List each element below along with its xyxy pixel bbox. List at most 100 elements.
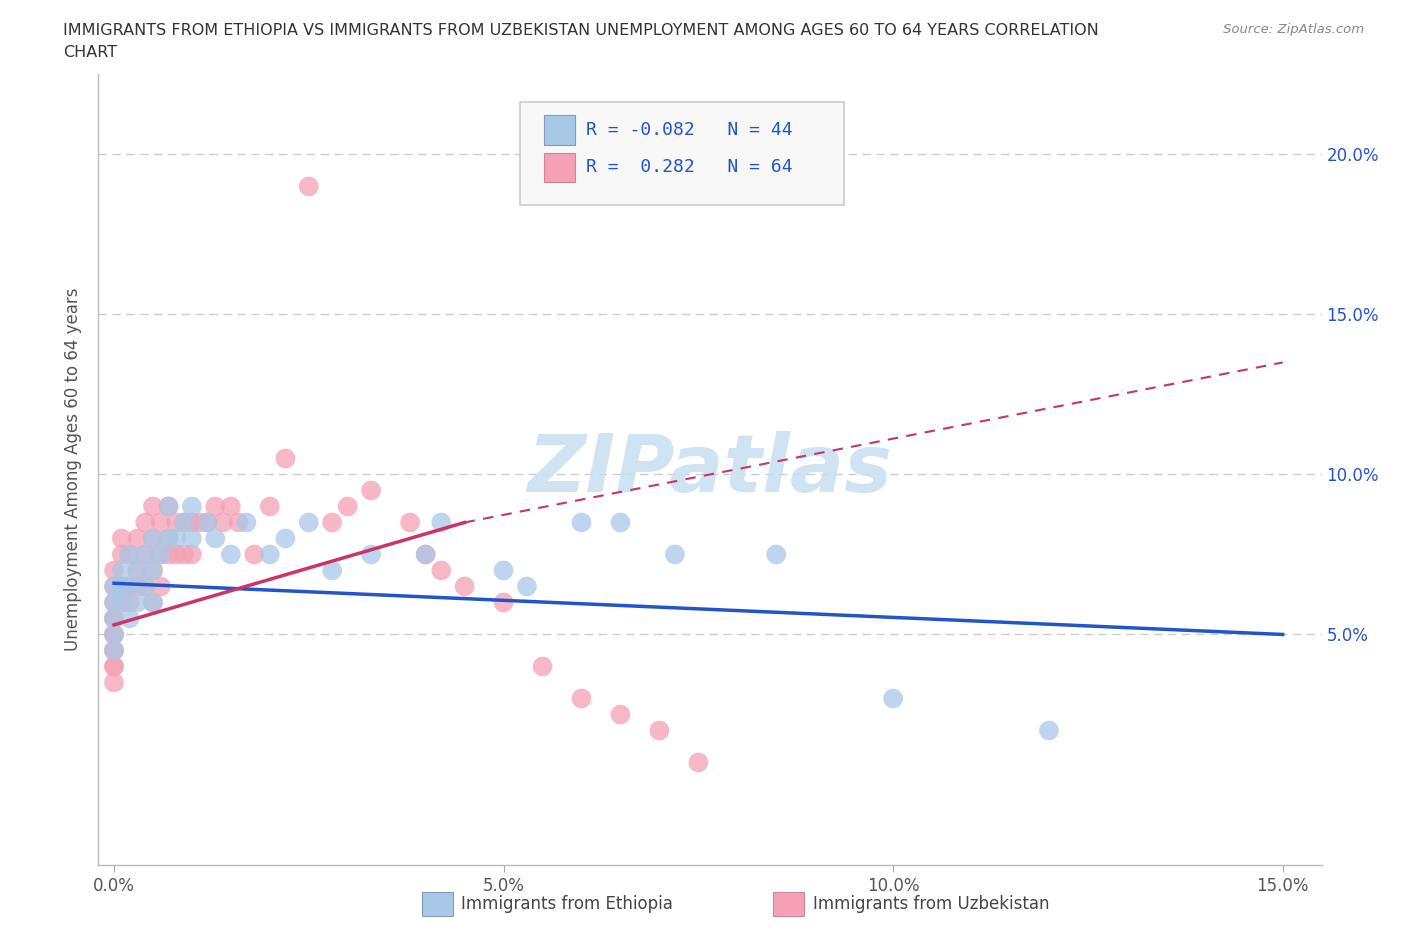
Text: Immigrants from Uzbekistan: Immigrants from Uzbekistan: [813, 895, 1049, 913]
Point: [212, 515, 235, 530]
Point: [127, 579, 149, 594]
Point: [228, 515, 250, 530]
Point: [111, 579, 134, 594]
Point: [142, 563, 165, 578]
Point: [127, 563, 149, 578]
Point: [103, 627, 125, 642]
Point: [609, 707, 631, 722]
Point: [180, 547, 202, 562]
Point: [103, 659, 125, 674]
Point: [111, 531, 134, 546]
Point: [1038, 723, 1060, 737]
Point: [882, 691, 904, 706]
Point: [103, 675, 125, 690]
Point: [134, 579, 156, 594]
Point: [415, 547, 437, 562]
Point: [157, 531, 180, 546]
Point: [516, 579, 538, 594]
Point: [173, 515, 195, 530]
Point: [219, 547, 242, 562]
Point: [103, 643, 125, 658]
Point: [111, 563, 134, 578]
Text: ZIPatlas: ZIPatlas: [527, 431, 893, 509]
Point: [157, 547, 180, 562]
Point: [648, 723, 671, 737]
Point: [111, 595, 134, 610]
Point: [103, 627, 125, 642]
Point: [165, 515, 187, 530]
Point: [118, 611, 141, 626]
Point: [399, 515, 422, 530]
Point: [204, 531, 226, 546]
Point: [118, 579, 141, 594]
Point: [235, 515, 257, 530]
Point: [142, 595, 165, 610]
Point: [165, 531, 187, 546]
Point: [103, 643, 125, 658]
Text: R =  0.282   N = 64: R = 0.282 N = 64: [586, 158, 793, 177]
Point: [688, 755, 710, 770]
Point: [118, 595, 141, 610]
Point: [430, 515, 453, 530]
Point: [142, 595, 165, 610]
Point: [142, 499, 165, 514]
Point: [360, 483, 382, 498]
Point: [142, 531, 165, 546]
Point: [142, 563, 165, 578]
Text: IMMIGRANTS FROM ETHIOPIA VS IMMIGRANTS FROM UZBEKISTAN UNEMPLOYMENT AMONG AGES 6: IMMIGRANTS FROM ETHIOPIA VS IMMIGRANTS F…: [63, 23, 1099, 38]
Point: [259, 499, 281, 514]
Point: [111, 595, 134, 610]
Point: [415, 547, 437, 562]
Point: [134, 547, 156, 562]
Point: [149, 547, 172, 562]
Point: [571, 515, 593, 530]
Point: [274, 531, 297, 546]
Point: [134, 547, 156, 562]
Point: [157, 531, 180, 546]
Point: [103, 611, 125, 626]
Point: [298, 179, 321, 193]
Text: CHART: CHART: [63, 45, 117, 60]
Text: R = -0.082   N = 44: R = -0.082 N = 44: [586, 121, 793, 140]
Point: [664, 547, 686, 562]
Point: [103, 579, 125, 594]
Point: [492, 595, 515, 610]
Point: [134, 515, 156, 530]
Point: [571, 691, 593, 706]
Point: [298, 515, 321, 530]
Point: [103, 595, 125, 610]
Text: Immigrants from Ethiopia: Immigrants from Ethiopia: [461, 895, 673, 913]
Point: [197, 515, 219, 530]
Point: [157, 499, 180, 514]
Point: [180, 515, 202, 530]
Point: [103, 643, 125, 658]
Point: [127, 595, 149, 610]
Y-axis label: Unemployment Among Ages 60 to 64 years: Unemployment Among Ages 60 to 64 years: [63, 288, 82, 651]
Point: [103, 563, 125, 578]
Point: [430, 563, 453, 578]
Point: [165, 547, 187, 562]
Point: [531, 659, 554, 674]
Point: [259, 547, 281, 562]
Point: [321, 515, 343, 530]
Point: [103, 627, 125, 642]
Point: [103, 579, 125, 594]
Point: [118, 547, 141, 562]
Point: [492, 563, 515, 578]
Point: [274, 451, 297, 466]
Point: [173, 515, 195, 530]
Point: [149, 547, 172, 562]
Point: [609, 515, 631, 530]
Point: [765, 547, 787, 562]
Point: [336, 499, 359, 514]
Point: [127, 563, 149, 578]
Point: [134, 579, 156, 594]
Point: [173, 547, 195, 562]
Point: [360, 547, 382, 562]
Point: [204, 499, 226, 514]
Point: [149, 579, 172, 594]
Point: [118, 579, 141, 594]
Point: [103, 659, 125, 674]
Point: [243, 547, 266, 562]
Point: [111, 579, 134, 594]
